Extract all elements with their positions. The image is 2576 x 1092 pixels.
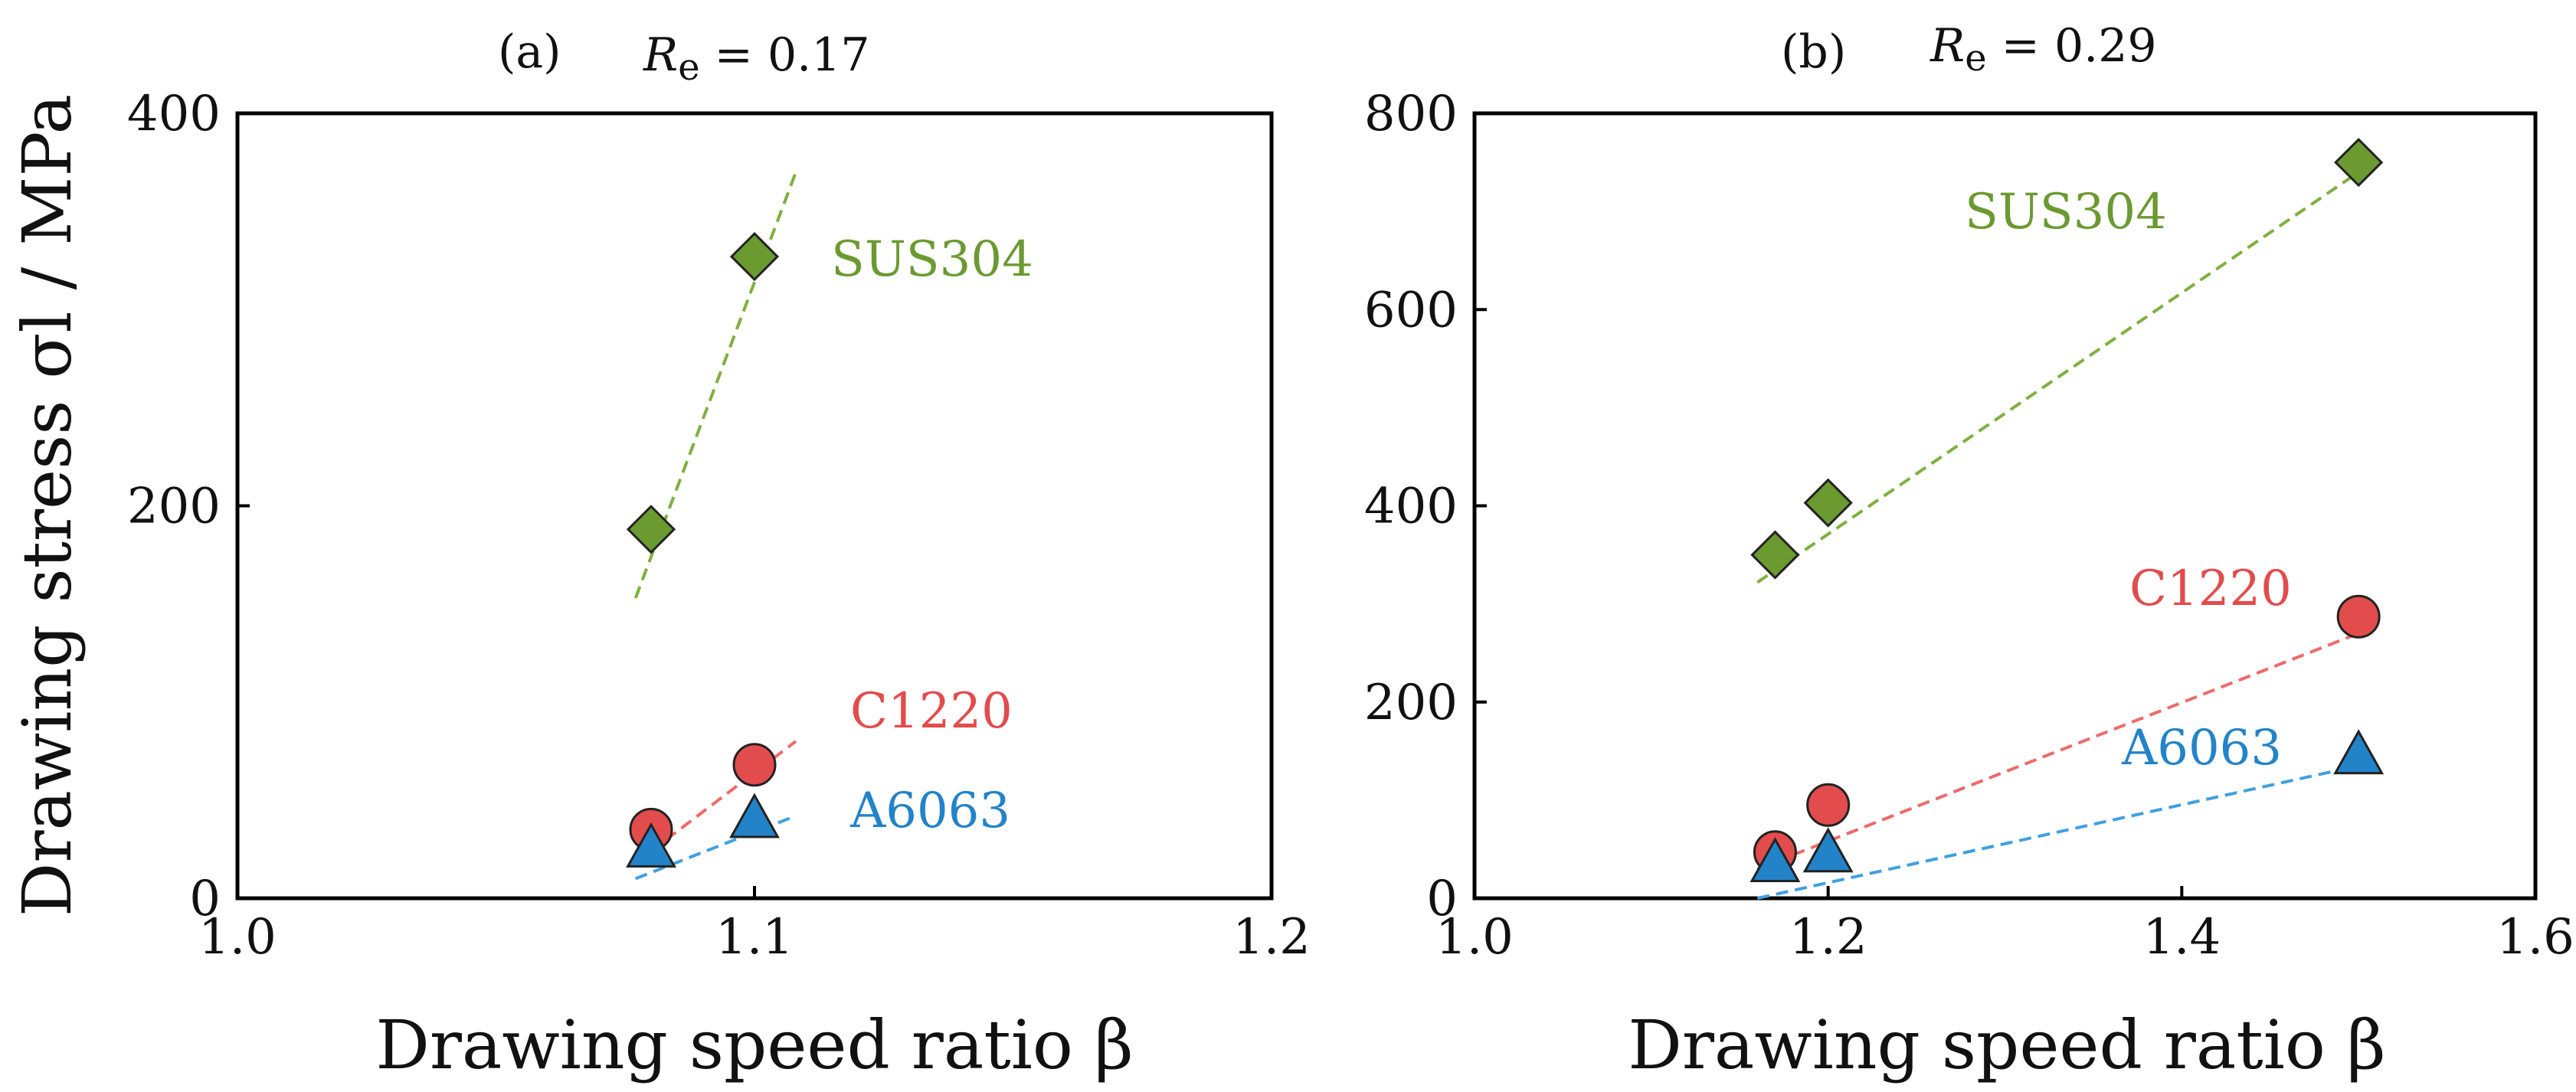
panel-a-point-c1220 [732,743,777,787]
panel-b-xlabel: Drawing speed ratio β [1628,1005,2385,1084]
panel-b-point-a6063 [2333,729,2385,775]
panel-b-fit-sus304 [1756,171,2360,584]
panel-b-point-a6063 [1802,827,1854,873]
panel-a-ytick-label: 200 [127,479,221,535]
panel-b-xtick-label: 1.6 [2496,909,2574,966]
panel-a-xtick-label: 1.0 [198,909,277,966]
panel-b-point-sus304 [1750,530,1800,580]
panel-b-ticks [1473,112,2537,900]
panel-b-xtick-label: 1.4 [2142,909,2221,966]
panel-b-point-sus304 [1803,478,1853,528]
panel-b-label-sus304: SUS304 [1965,184,2167,240]
panel-a-point-a6063 [626,822,676,868]
panel-a-id: (a) [498,25,561,79]
panel-b-ytick-label: 600 [1364,282,1458,338]
panel-b-xtick-label: 1.0 [1435,909,1514,966]
panel-a-point-a6063 [729,793,780,839]
panel-b-ytick-label: 0 [1426,871,1458,927]
panel-a-ytick-label: 0 [189,871,221,927]
panel-b-fit-lines [1756,171,2360,900]
panel-b-ytick-label: 200 [1364,675,1458,731]
panel-b-point-sus304 [2334,137,2384,188]
panel-a-label-sus304: SUS304 [831,231,1033,288]
panel-b-point-c1220 [2336,594,2381,639]
panel-a-label-a6063: A6063 [849,783,1010,839]
panel-a-xtick-label: 1.2 [1232,909,1311,966]
panel-a-fit-c1220 [634,740,797,865]
panel-b-id: (b) [1781,25,1846,79]
panel-b-fit-a6063 [1756,764,2359,900]
panel-a-title: Re = 0.17 [643,28,870,89]
panel-b-point-a6063 [1750,837,1801,883]
panel-a-tick-labels: 1.0 1.1 1.2 0 200 400 [127,86,1311,966]
panel-a-point-sus304 [626,505,676,554]
panel-b-point-c1220 [1806,783,1851,827]
panel-b: (b) Re = 0.29 1.0 1.2 1.4 1.60200400600800 … [1364,19,2574,1084]
panel-a-markers [626,231,780,868]
panel-a-ylabel: Drawing stress σl / MPa [8,94,87,917]
panel-b-xtick-label: 1.2 [1789,909,1867,966]
panel-b-label-c1220: C1220 [2129,561,2292,617]
panel-a-ytick-label: 400 [127,86,221,142]
panel-a-xtick-label: 1.1 [715,909,794,966]
panel-b-label-a6063: A6063 [2121,720,2282,776]
panel-b-ytick-label: 400 [1364,479,1458,535]
panel-b-ytick-label: 800 [1364,86,1458,142]
panel-a-ticks [236,112,1273,900]
panel-b-title: Re = 0.29 [1930,19,2157,80]
panel-b-markers [1750,137,2385,883]
panel-b-fit-c1220 [1756,632,2359,871]
panel-a-label-c1220: C1220 [850,683,1013,740]
panel-a: (a) Re = 0.17 1.0 1.1 1.2 0 200 400 SUS304 C1… [8,25,1311,1084]
panel-b-tick-labels: 1.0 1.2 1.4 1.6 0 200 400 600 800 [1364,86,2574,966]
panel-a-point-sus304 [729,231,780,282]
panel-a-xlabel: Drawing speed ratio β [375,1005,1133,1084]
